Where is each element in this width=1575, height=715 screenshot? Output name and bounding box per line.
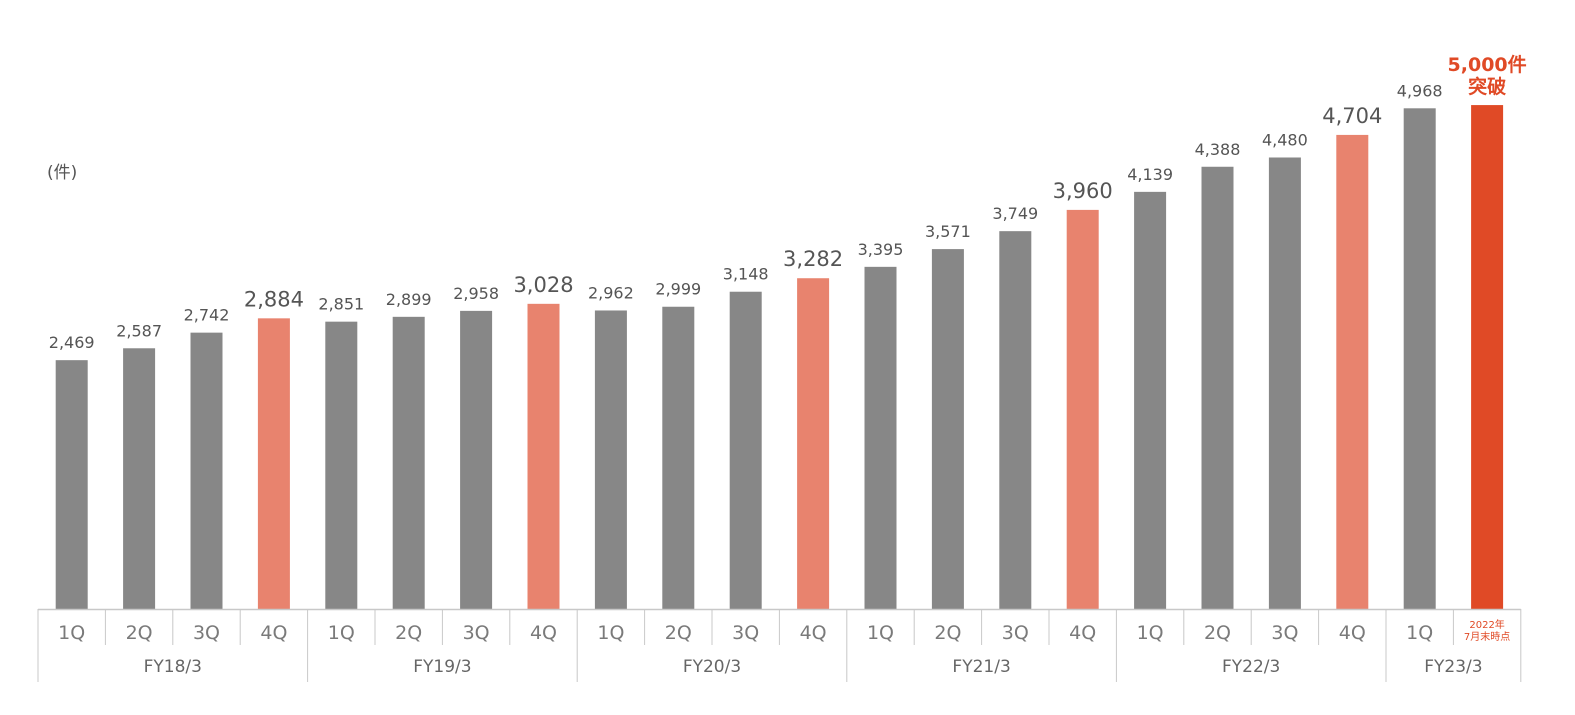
category-label-20: 4Q: [1339, 622, 1366, 644]
bar-10: [662, 306, 695, 609]
category-label-4: 4Q: [260, 622, 287, 644]
bar-4: [257, 318, 290, 609]
bar-8: [527, 303, 560, 609]
bar-15: [999, 231, 1032, 609]
category-label-5: 1Q: [328, 622, 355, 644]
value-label-1: 2,469: [49, 333, 95, 352]
value-label-18: 4,388: [1195, 140, 1241, 159]
value-label-20: 4,704: [1322, 104, 1382, 128]
bar-22: [1471, 105, 1504, 609]
value-label-14: 3,571: [925, 222, 971, 241]
bar-19: [1268, 157, 1301, 609]
group-label-6: FY23/3: [1424, 657, 1482, 677]
value-label-4: 2,884: [244, 287, 304, 311]
bar-6: [392, 316, 425, 609]
category-label-17: 1Q: [1137, 622, 1164, 644]
group-label-3: FY20/3: [683, 657, 741, 677]
category-label-6: 2Q: [395, 622, 422, 644]
bar-11: [729, 291, 762, 609]
value-label-22: 5,000件突破: [1448, 53, 1527, 98]
category-label-13: 1Q: [867, 622, 894, 644]
category-label-3: 3Q: [193, 622, 220, 644]
bar-9: [594, 310, 627, 609]
bar-21: [1403, 108, 1436, 609]
value-label-12: 3,282: [783, 247, 843, 271]
value-label-7: 2,958: [453, 284, 499, 303]
unit-label: (件): [47, 163, 78, 183]
value-label-9: 2,962: [588, 283, 634, 302]
category-label-16: 4Q: [1069, 622, 1096, 644]
bar-20: [1336, 134, 1369, 609]
bar-18: [1201, 166, 1234, 610]
value-label-21: 4,968: [1397, 81, 1443, 100]
bar-2: [123, 348, 156, 609]
group-label-5: FY22/3: [1222, 657, 1280, 677]
bar-17: [1134, 191, 1167, 609]
bar-13: [864, 266, 897, 609]
category-label-7: 3Q: [463, 622, 490, 644]
category-label-19: 3Q: [1271, 622, 1298, 644]
bar-5: [325, 321, 358, 609]
group-label-2: FY19/3: [413, 657, 471, 677]
category-label-8: 4Q: [530, 622, 557, 644]
value-label-6: 2,899: [386, 290, 432, 309]
bar-1: [55, 360, 88, 609]
category-label-2: 2Q: [126, 622, 153, 644]
category-label-18: 2Q: [1204, 622, 1231, 644]
bar-14: [931, 249, 964, 609]
bar-16: [1066, 209, 1099, 610]
value-label-19: 4,480: [1262, 130, 1308, 149]
group-label-1: FY18/3: [144, 657, 202, 677]
value-label-3: 2,742: [184, 306, 230, 325]
bar-7: [460, 310, 493, 609]
category-label-14: 2Q: [934, 622, 961, 644]
value-label-2: 2,587: [116, 321, 162, 340]
bar-12: [797, 278, 830, 609]
category-label-11: 3Q: [732, 622, 759, 644]
value-label-13: 3,395: [858, 240, 904, 259]
category-label-22: 2022年 7月末時点: [1464, 618, 1510, 643]
category-label-21: 1Q: [1406, 622, 1433, 644]
value-label-5: 2,851: [318, 295, 364, 314]
group-label-4: FY21/3: [952, 657, 1010, 677]
value-label-15: 3,749: [992, 204, 1038, 223]
value-label-11: 3,148: [723, 265, 769, 284]
category-label-12: 4Q: [800, 622, 827, 644]
value-label-8: 3,028: [513, 273, 573, 297]
category-label-9: 1Q: [597, 622, 624, 644]
category-label-15: 3Q: [1002, 622, 1029, 644]
category-label-1: 1Q: [58, 622, 85, 644]
value-label-17: 4,139: [1127, 165, 1173, 184]
value-label-10: 2,999: [655, 280, 701, 299]
category-label-10: 2Q: [665, 622, 692, 644]
bar-3: [190, 332, 223, 609]
value-label-16: 3,960: [1053, 179, 1113, 203]
